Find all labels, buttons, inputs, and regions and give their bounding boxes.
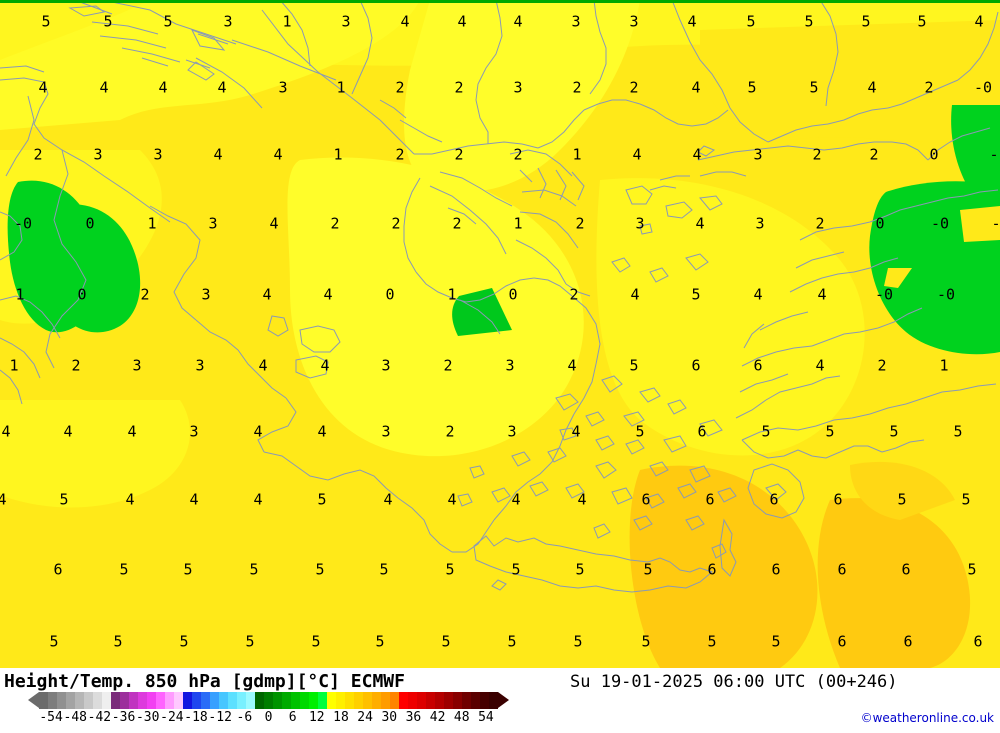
colorbar-swatch [489,692,498,709]
product-title: Height/Temp. 850 hPa [gdmp][°C] ECMWF [4,671,405,692]
colorbar-swatch [174,692,183,709]
colorbar-swatch [363,692,372,709]
colorbar-swatch [318,692,327,709]
colorbar-tick-label: 36 [405,710,422,725]
colorbar-swatch [435,692,444,709]
colorbar-swatch [471,692,480,709]
colorbar-swatch [237,692,246,709]
colorbar-swatch [57,692,66,709]
colorbar-swatch [84,692,93,709]
colorbar-swatch [453,692,462,709]
green-region-hole [884,268,912,288]
colorbar-swatch [66,692,75,709]
colorbar-swatch [291,692,300,709]
colorbar-tick-label: 54 [478,710,494,725]
colorbar-tick-label: -24 [160,710,184,725]
colorbar-swatch [264,692,273,709]
colorbar-swatch [345,692,354,709]
colorbar-swatch [48,692,57,709]
colorbar-swatch [390,692,399,709]
temperature-bands [0,0,1000,668]
colorbar-tick-label: -18 [184,710,208,725]
colorbar-tick-label: 48 [453,710,470,725]
colorbar-swatch [399,692,408,709]
colorbar-swatch [426,692,435,709]
colorbar-swatch [282,692,291,709]
colorbar-left-cap [28,692,39,708]
colorbar-swatch [39,692,48,709]
colorbar-swatch [120,692,129,709]
colorbar-swatch [165,692,174,709]
colorbar-swatch [300,692,309,709]
colorbar-tick-label: 0 [264,710,273,725]
colorbar-swatch [129,692,138,709]
colorbar-swatch [273,692,282,709]
colorbar-swatch [462,692,471,709]
colorbar-swatch [75,692,84,709]
colorbar-swatch [408,692,417,709]
colorbar-tick-label: -36 [111,710,136,725]
colorbar-tick-label: 6 [288,710,297,725]
colorbar-swatch [417,692,426,709]
colorbar-tick-label: -30 [135,710,160,725]
colorbar-tick-label: 42 [429,710,446,725]
colorbar-tick-label: 12 [308,710,325,725]
colorbar-swatch [381,692,390,709]
map-graphics [0,0,1000,668]
colorbar-swatch [201,692,210,709]
colorbar-swatch [336,692,345,709]
colorbar-tick-label: -12 [208,710,232,725]
colorbar-swatch [183,692,192,709]
map-footer: Height/Temp. 850 hPa [gdmp][°C] ECMWF Su… [0,668,1000,733]
copyright-credit: ©weatheronline.co.uk [860,711,994,725]
colorbar-swatch [156,692,165,709]
colorbar-tick-label: -48 [63,710,87,725]
colorbar-swatch [372,692,381,709]
colorbar-swatch [327,692,336,709]
green-region-central-greece [452,288,512,336]
colorbar-swatch [309,692,318,709]
colorbar-swatch [111,692,120,709]
colorbar-swatch [228,692,237,709]
colorbar-tick-label: 30 [381,710,398,725]
colorbar-swatch [444,692,453,709]
colorbar-swatch [219,692,228,709]
colorbar-swatch [138,692,147,709]
colorbar-swatch [255,692,264,709]
model-run-timestamp: Su 19-01-2025 06:00 UTC (00+246) [570,672,898,692]
colorbar-tick-label: -54 [39,710,63,725]
colorbar-right-cap [498,692,509,708]
coastlines-and-borders [0,0,999,593]
colorbar-swatch [210,692,219,709]
colorbar-swatch [147,692,156,709]
colorbar-swatch [192,692,201,709]
colorbar-swatch [354,692,363,709]
colorbar-tick-labels: -54 -48 -42 -36 -30 -24 -18 -12 -6 0 6 12 18 24 30 36 42… [28,710,509,726]
colorbar-tick-label: -42 [87,710,112,725]
weather-map-canvas[interactable]: 5 5 5 3 1 3 4 4 4 3 3 4 5 5 5 5 4 4 4 4 4 3 1 2 2 3 2 2 4 5 5 4 2 -0 2 3 3 4 4… [0,0,1000,668]
colorbar-tick-label: 24 [357,710,373,725]
map-top-border [0,0,1000,3]
colorbar-swatches [39,692,498,709]
colorbar-swatch [246,692,255,709]
colorbar-swatch [102,692,111,709]
cold-region-fills [7,105,1000,355]
temperature-colorbar[interactable] [28,692,509,709]
colorbar-swatch [93,692,102,709]
colorbar-tick-label: -6 [236,710,253,725]
colorbar-tick-label: 18 [333,710,349,725]
colorbar-swatch [480,692,489,709]
